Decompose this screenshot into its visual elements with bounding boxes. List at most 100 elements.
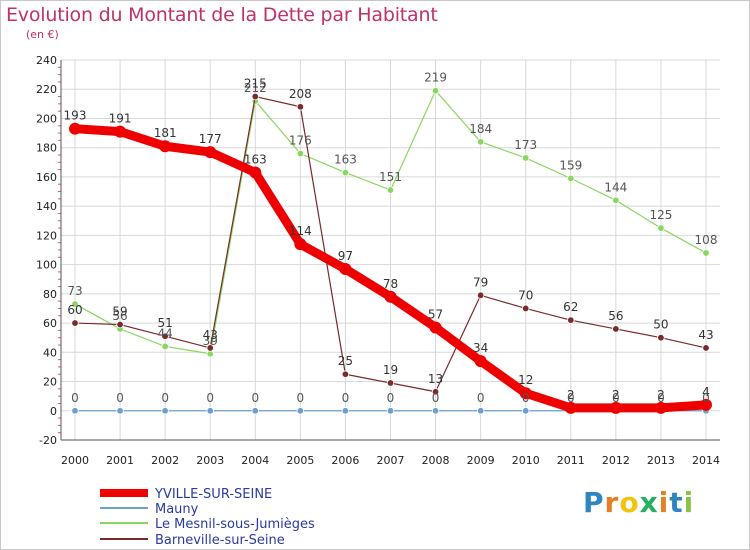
data-label: 176 <box>289 134 312 148</box>
data-label: 0 <box>342 391 350 405</box>
y-tick-label: 120 <box>36 229 57 242</box>
data-label: 78 <box>383 277 398 291</box>
data-point <box>567 316 575 324</box>
data-label: 177 <box>199 132 222 146</box>
data-label: 12 <box>518 373 533 387</box>
data-label: 2 <box>567 388 575 402</box>
data-point <box>206 407 214 415</box>
data-label: 0 <box>657 391 665 405</box>
x-tick-label: 2005 <box>286 454 314 467</box>
data-point <box>476 138 485 146</box>
data-point <box>476 407 485 415</box>
data-label: 151 <box>379 170 402 184</box>
data-label: 181 <box>154 126 177 140</box>
data-label: 2 <box>657 388 665 402</box>
data-point <box>249 166 262 179</box>
data-point <box>657 224 665 232</box>
data-label: 51 <box>158 316 173 330</box>
data-label: 39 <box>203 334 218 348</box>
data-point <box>296 407 305 415</box>
x-tick-label: 2013 <box>647 454 675 467</box>
data-point <box>204 146 217 159</box>
data-point <box>702 344 710 352</box>
data-label: 97 <box>338 249 353 263</box>
x-tick-label: 2000 <box>61 454 89 467</box>
data-label: 163 <box>334 153 357 167</box>
y-tick-label: 40 <box>43 346 57 359</box>
x-tick-label: 2009 <box>467 454 495 467</box>
data-label: 0 <box>612 391 620 405</box>
data-label: 0 <box>116 391 124 405</box>
x-tick-label: 2008 <box>422 454 450 467</box>
x-tick-label: 2012 <box>602 454 630 467</box>
x-tick-label: 2003 <box>196 454 224 467</box>
data-label: 0 <box>567 391 575 405</box>
x-tick-label: 2004 <box>241 454 269 467</box>
y-tick-label: 240 <box>36 54 57 67</box>
data-point <box>341 370 350 378</box>
series-layer <box>69 86 712 415</box>
y-tick-label: 20 <box>43 376 57 389</box>
data-label: 173 <box>514 138 537 152</box>
data-point <box>206 344 214 352</box>
data-label: 144 <box>604 180 627 194</box>
data-label: 0 <box>206 391 214 405</box>
data-point <box>296 149 305 158</box>
data-point <box>69 122 81 135</box>
data-label: 125 <box>649 208 672 222</box>
data-point <box>564 401 577 414</box>
data-label: 56 <box>112 309 127 323</box>
proxiti-logo: Proxiti <box>583 486 694 519</box>
data-point <box>657 333 665 342</box>
data-point <box>251 92 259 101</box>
data-point <box>114 125 127 138</box>
data-label: 108 <box>695 233 718 247</box>
data-point <box>609 401 622 414</box>
data-label: 0 <box>251 391 259 405</box>
data-label: 62 <box>563 300 578 314</box>
data-point <box>386 407 395 415</box>
data-point <box>612 325 620 333</box>
data-label: 114 <box>289 224 312 238</box>
logo-letter: P <box>583 486 605 519</box>
data-label: 163 <box>244 153 267 167</box>
data-label: 43 <box>698 328 713 342</box>
data-label: 59 <box>112 305 127 319</box>
y-tick-label: 200 <box>36 112 57 125</box>
data-point <box>384 290 397 303</box>
data-point <box>296 103 305 111</box>
data-point <box>339 263 352 275</box>
data-label: 25 <box>338 354 353 368</box>
data-point <box>71 300 79 308</box>
unit-label: (en €) <box>26 28 59 41</box>
data-point <box>294 238 307 251</box>
y-tick-label: 80 <box>43 288 57 301</box>
chart-title: Evolution du Montant de la Dette par Hab… <box>6 4 438 26</box>
data-point <box>341 407 350 415</box>
data-label: 79 <box>473 275 488 289</box>
data-point <box>522 154 530 162</box>
data-point <box>386 186 395 194</box>
y-tick-label: 160 <box>36 171 57 184</box>
logo-letter: i <box>658 486 670 519</box>
data-label: 19 <box>383 363 398 377</box>
data-point <box>519 387 532 400</box>
data-point <box>116 407 124 415</box>
data-label: 73 <box>67 284 82 298</box>
logo-letter: r <box>604 486 620 519</box>
data-point <box>161 332 169 340</box>
data-label: 212 <box>244 81 267 95</box>
legend-label: Mauny <box>155 502 199 517</box>
logo-letter: t <box>669 486 684 519</box>
data-point <box>251 407 259 415</box>
y-tick-label: -20 <box>39 434 57 447</box>
data-point <box>431 388 440 396</box>
data-label: 56 <box>608 309 623 323</box>
data-point <box>386 379 395 387</box>
legend-label: Barneville-sur-Seine <box>155 533 285 548</box>
data-label: 4 <box>702 385 710 399</box>
data-point <box>341 168 350 177</box>
